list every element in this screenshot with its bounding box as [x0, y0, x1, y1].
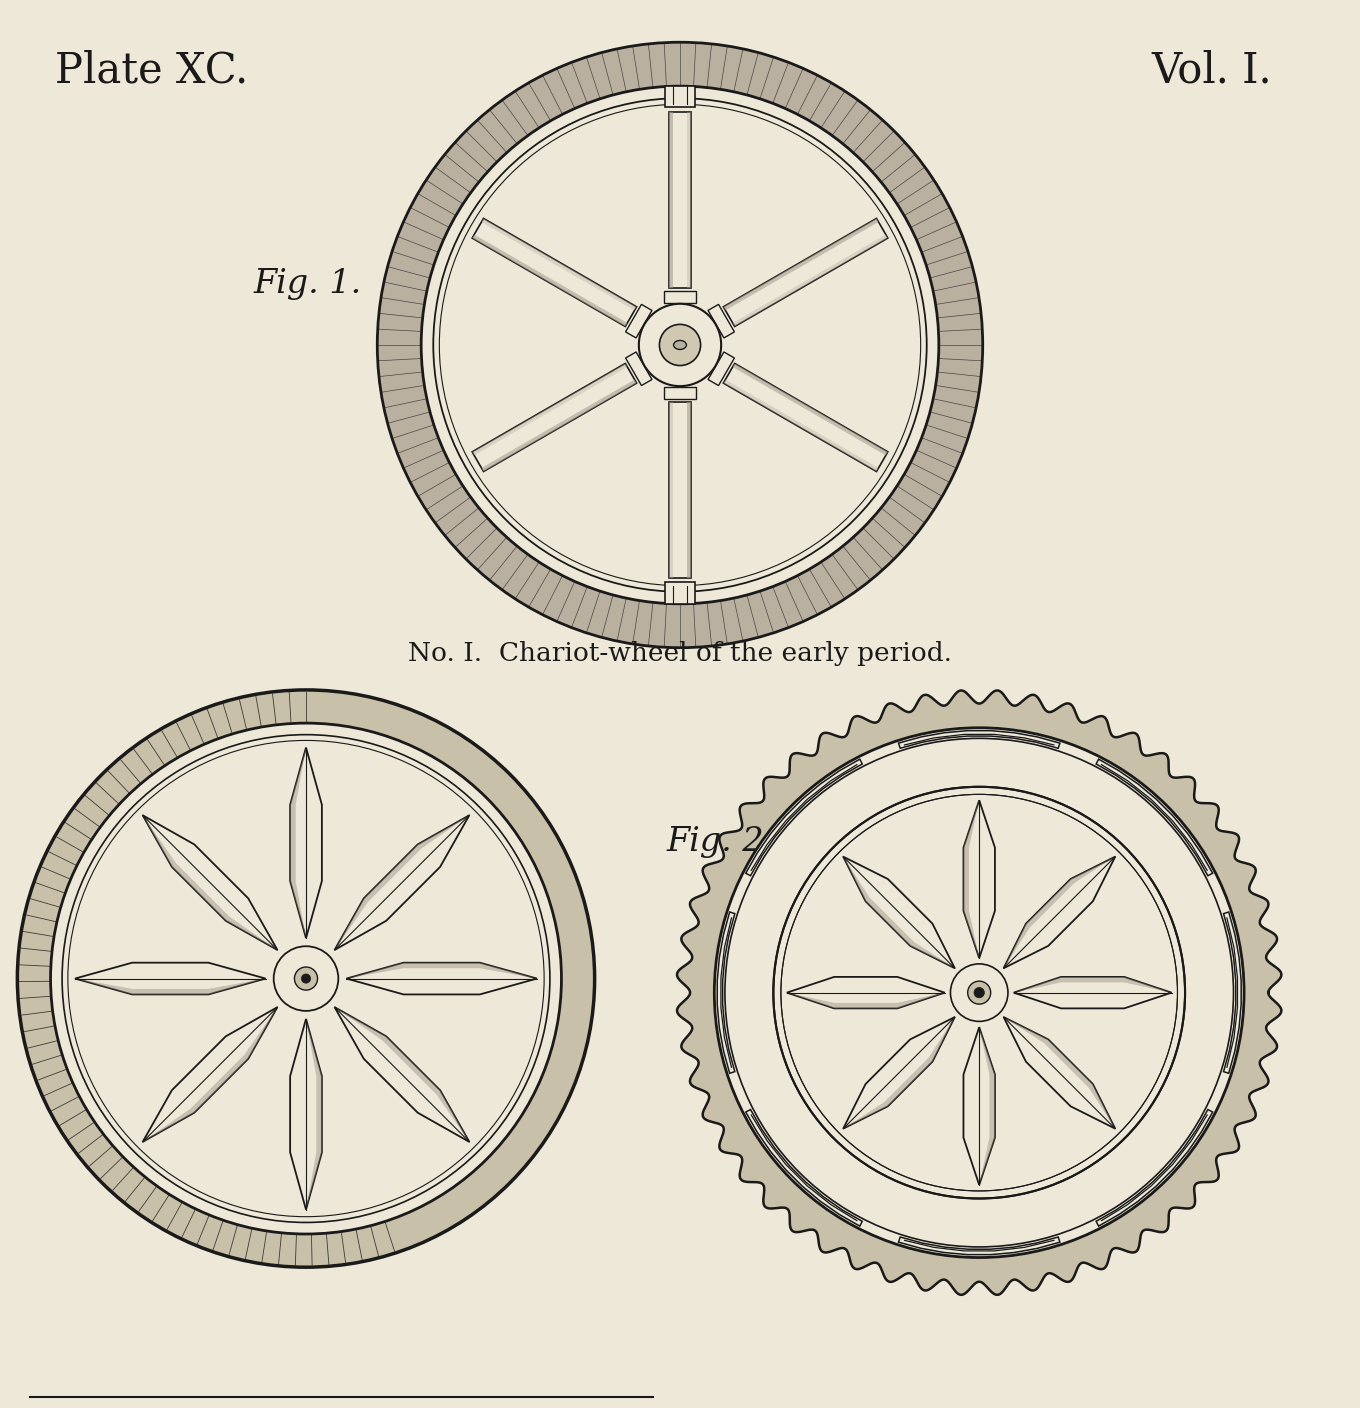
- Circle shape: [50, 724, 562, 1233]
- Circle shape: [422, 86, 938, 604]
- Polygon shape: [664, 291, 696, 303]
- Polygon shape: [687, 401, 691, 579]
- Polygon shape: [843, 1017, 955, 1129]
- FancyBboxPatch shape: [665, 86, 695, 107]
- Text: Fig. 2.: Fig. 2.: [666, 826, 775, 857]
- Polygon shape: [664, 387, 696, 398]
- Polygon shape: [1004, 1017, 1115, 1129]
- Polygon shape: [1096, 1110, 1213, 1226]
- Polygon shape: [677, 690, 1281, 1295]
- Polygon shape: [290, 748, 306, 938]
- Polygon shape: [481, 380, 636, 472]
- Circle shape: [295, 967, 317, 990]
- Polygon shape: [724, 218, 879, 310]
- Text: Plate XC.: Plate XC.: [54, 49, 249, 92]
- Polygon shape: [626, 304, 651, 338]
- Polygon shape: [899, 731, 1059, 748]
- Polygon shape: [1004, 856, 1115, 969]
- Polygon shape: [709, 304, 734, 338]
- Polygon shape: [75, 979, 265, 994]
- Polygon shape: [472, 363, 627, 455]
- Polygon shape: [347, 963, 537, 979]
- Ellipse shape: [673, 341, 687, 349]
- Polygon shape: [717, 912, 734, 1073]
- Polygon shape: [1004, 1017, 1115, 1129]
- Polygon shape: [843, 1017, 955, 1129]
- Circle shape: [968, 981, 990, 1004]
- Polygon shape: [787, 993, 945, 1008]
- Circle shape: [660, 324, 700, 366]
- Polygon shape: [724, 380, 879, 472]
- Polygon shape: [669, 111, 691, 289]
- Polygon shape: [335, 815, 469, 950]
- FancyBboxPatch shape: [665, 583, 695, 604]
- Polygon shape: [143, 1007, 277, 1142]
- Polygon shape: [143, 815, 277, 950]
- Circle shape: [774, 787, 1185, 1198]
- Polygon shape: [1096, 759, 1213, 876]
- Polygon shape: [724, 218, 888, 327]
- Polygon shape: [963, 800, 979, 957]
- Circle shape: [714, 728, 1244, 1257]
- Circle shape: [951, 964, 1008, 1021]
- Circle shape: [377, 42, 983, 648]
- Polygon shape: [143, 815, 277, 950]
- Circle shape: [974, 987, 985, 998]
- Polygon shape: [899, 1238, 1059, 1255]
- Polygon shape: [669, 111, 673, 289]
- Polygon shape: [843, 856, 955, 969]
- Circle shape: [302, 974, 310, 983]
- Polygon shape: [963, 800, 996, 957]
- Polygon shape: [709, 352, 734, 386]
- Polygon shape: [745, 759, 862, 876]
- Polygon shape: [347, 963, 537, 994]
- Polygon shape: [75, 963, 265, 994]
- Polygon shape: [1013, 977, 1171, 993]
- Polygon shape: [143, 1007, 277, 1142]
- Text: Fig. 1.: Fig. 1.: [254, 269, 362, 300]
- Polygon shape: [669, 401, 691, 579]
- Polygon shape: [724, 363, 888, 472]
- Polygon shape: [963, 1028, 996, 1186]
- Polygon shape: [626, 352, 651, 386]
- Polygon shape: [472, 218, 636, 327]
- Polygon shape: [733, 363, 888, 455]
- Polygon shape: [979, 1028, 996, 1186]
- Polygon shape: [472, 235, 627, 327]
- Polygon shape: [733, 235, 888, 327]
- Polygon shape: [1013, 977, 1171, 1008]
- Polygon shape: [481, 218, 636, 310]
- Text: No. I.  Chariot-wheel of the early period.: No. I. Chariot-wheel of the early period…: [408, 641, 952, 666]
- Circle shape: [18, 690, 594, 1267]
- Circle shape: [639, 304, 721, 386]
- Circle shape: [273, 946, 339, 1011]
- Polygon shape: [1224, 912, 1242, 1073]
- Polygon shape: [290, 1019, 322, 1209]
- Polygon shape: [290, 748, 322, 938]
- Polygon shape: [335, 1007, 469, 1142]
- Polygon shape: [472, 363, 636, 472]
- Polygon shape: [687, 111, 691, 289]
- Polygon shape: [335, 815, 469, 950]
- Polygon shape: [843, 856, 955, 969]
- Polygon shape: [335, 1007, 469, 1142]
- Polygon shape: [787, 977, 945, 1008]
- Polygon shape: [1004, 856, 1115, 969]
- Text: Vol. I.: Vol. I.: [1151, 49, 1272, 92]
- Polygon shape: [745, 1110, 862, 1226]
- Polygon shape: [306, 1019, 322, 1209]
- Polygon shape: [669, 401, 673, 579]
